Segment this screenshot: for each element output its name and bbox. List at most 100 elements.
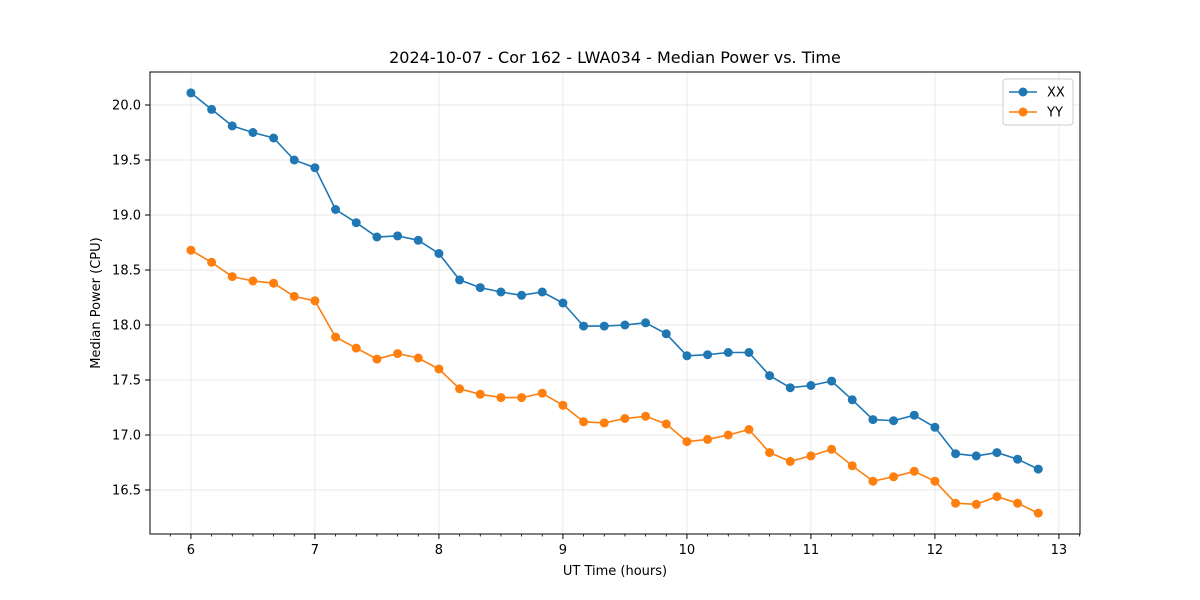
data-point-yy [475,389,485,399]
chart-title: 2024-10-07 - Cor 162 - LWA034 - Median P… [389,48,841,67]
y-tick-label: 20.0 [112,99,141,114]
data-point-yy [434,364,444,374]
data-point-yy [682,437,692,447]
data-point-yy [785,456,795,466]
legend-label: YY [1046,106,1063,121]
data-point-xx [1013,454,1023,464]
legend: XX YY [1002,78,1074,126]
data-point-xx [703,350,713,360]
data-point-xx [496,287,506,297]
data-point-yy [269,278,279,288]
data-point-yy [393,349,403,359]
legend-swatch-marker [1018,87,1028,97]
x-tick-label: 13 [1051,543,1068,558]
data-point-yy [703,434,713,444]
data-point-xx [971,451,981,461]
x-tick-label: 8 [435,543,443,558]
tick-layer: 6 7 8 9 10 11 12 13 16.5 17.0 17.5 18.0 18.5 19.0 19.5… [112,99,1080,558]
data-point-yy [537,388,547,398]
data-point-yy [847,461,857,471]
x-tick-label: 11 [803,543,820,558]
data-point-yy [496,393,506,403]
data-point-yy [227,272,237,282]
data-point-yy [455,384,465,394]
grid-layer [150,72,1080,534]
x-tick-label: 12 [927,543,944,558]
data-point-yy [310,296,320,306]
data-point-xx [951,449,961,459]
legend-item-yy: YY [1009,106,1063,121]
data-point-yy [1033,508,1043,518]
data-point-yy [372,354,382,364]
data-point-yy [517,393,527,403]
y-tick-label: 19.5 [112,154,141,169]
data-point-yy [868,476,878,486]
legend-swatch-marker [1018,107,1028,117]
data-point-xx [599,321,609,331]
data-point-xx [310,163,320,173]
data-point-xx [207,104,217,114]
y-tick-label: 18.5 [112,264,141,279]
data-point-xx [785,383,795,393]
x-tick-label: 7 [311,543,319,558]
data-point-xx [661,329,671,339]
data-point-yy [971,499,981,509]
data-point-xx [372,232,382,242]
y-tick-label: 18.0 [112,319,141,334]
data-point-yy [248,276,258,286]
data-point-yy [186,245,196,255]
series-layer [186,88,1043,518]
data-point-xx [868,415,878,425]
data-point-yy [889,472,899,482]
data-point-xx [248,128,258,137]
legend-label: XX [1047,86,1065,101]
data-point-xx [806,381,816,390]
x-tick-label: 10 [679,543,696,558]
data-point-xx [847,395,857,405]
data-point-xx [331,205,341,214]
data-point-xx [930,422,940,432]
data-point-yy [351,343,361,353]
data-point-yy [599,418,609,428]
data-point-xx [186,88,196,98]
data-point-xx [682,351,692,361]
data-point-yy [765,448,775,458]
data-point-yy [827,444,837,454]
data-point-yy [558,400,568,410]
y-axis-label: Median Power (CPU) [89,237,104,368]
data-point-yy [579,417,589,427]
data-point-xx [558,298,568,308]
data-point-xx [537,287,547,297]
plot-frame [149,71,1081,535]
series-yy [186,245,1043,518]
data-point-xx [827,376,837,386]
data-point-yy [806,451,816,461]
data-point-xx [455,275,465,285]
data-point-xx [269,133,279,143]
data-point-xx [641,318,651,328]
data-point-yy [1013,498,1023,508]
data-point-xx [909,410,919,420]
data-point-yy [207,257,217,267]
data-point-xx [723,348,733,357]
data-point-xx [517,290,527,300]
y-tick-label: 16.5 [112,484,141,499]
data-point-yy [289,291,299,301]
data-point-xx [227,121,237,131]
data-point-yy [992,492,1002,502]
data-point-xx [413,235,423,245]
data-point-xx [1033,464,1043,474]
data-point-xx [579,321,589,331]
data-point-yy [620,414,630,423]
x-tick-label: 6 [187,543,195,558]
data-point-xx [475,283,485,293]
data-point-xx [744,348,754,357]
data-point-yy [413,353,423,363]
data-point-yy [661,419,671,429]
y-tick-label: 17.0 [112,429,141,444]
data-point-yy [641,411,651,421]
data-point-xx [992,448,1002,458]
y-tick-label: 17.5 [112,374,141,389]
data-point-xx [434,249,444,258]
